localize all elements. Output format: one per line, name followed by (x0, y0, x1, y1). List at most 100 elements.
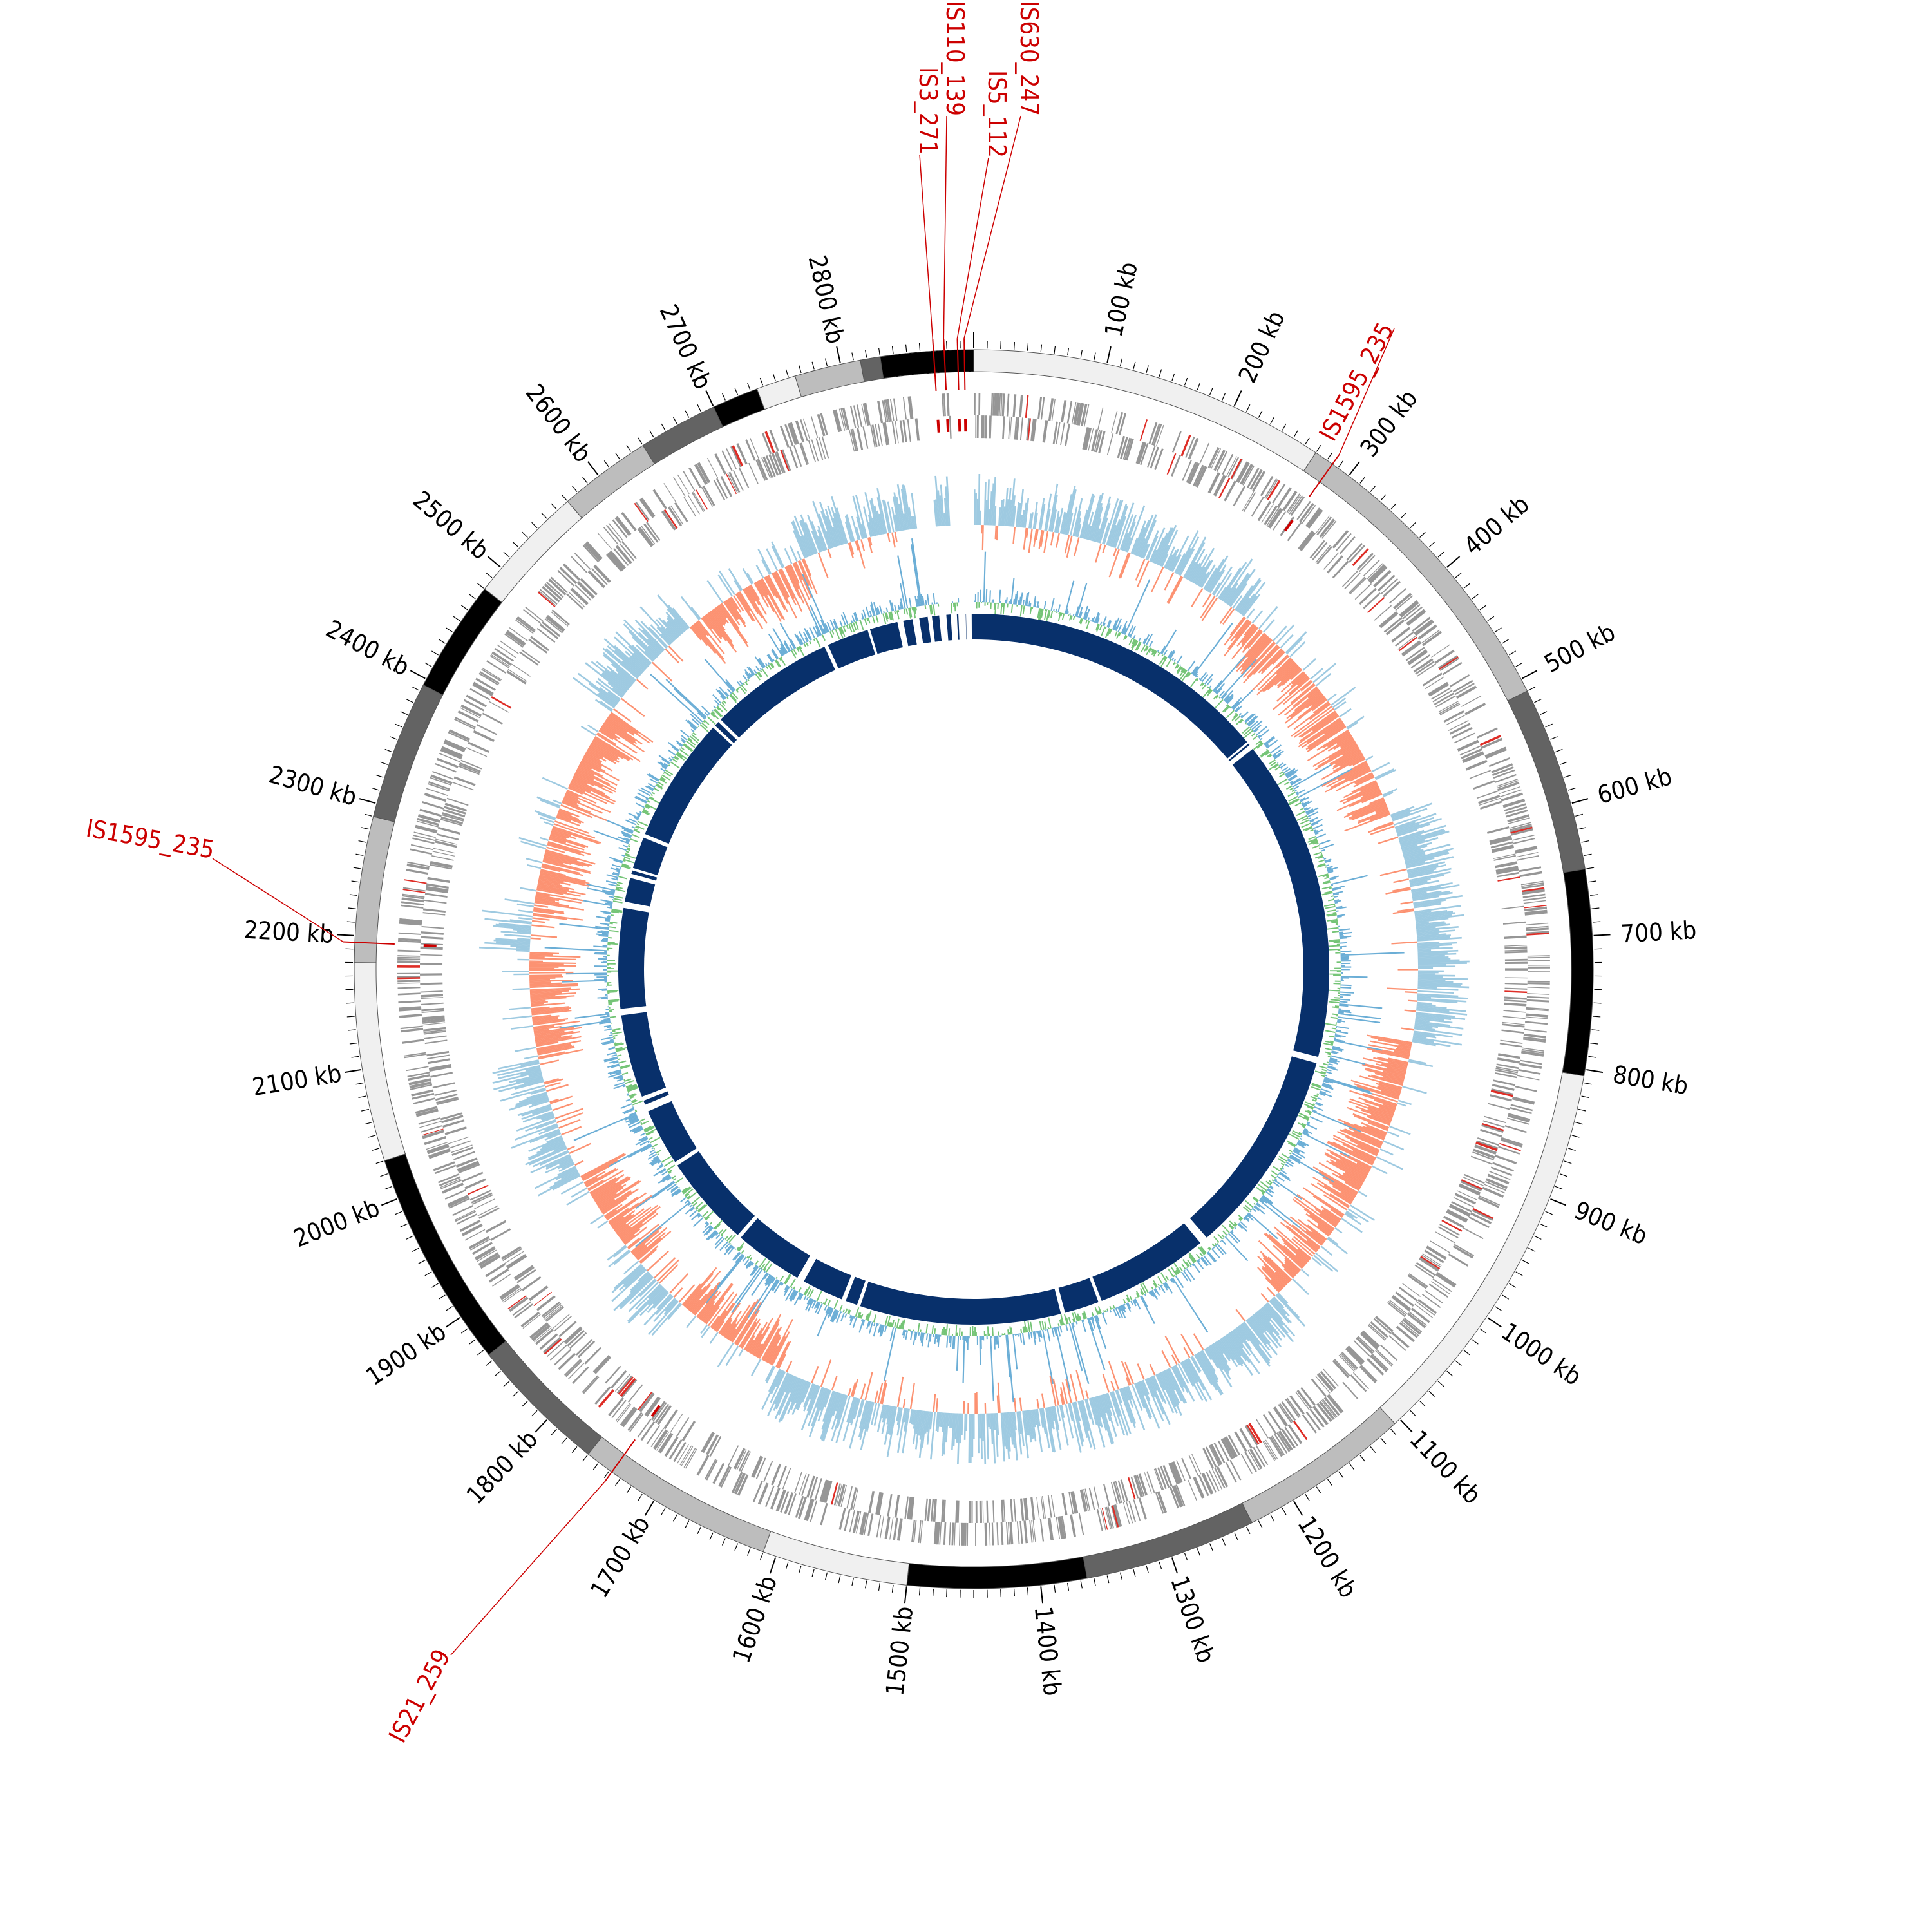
gc-skew-bar (1412, 1036, 1462, 1046)
gc-content-bar (1019, 605, 1023, 617)
gc-skew-bar (1012, 526, 1016, 544)
gc-skew-bar (1090, 502, 1103, 541)
gc-content-bar (815, 625, 821, 636)
cds-feature (884, 1516, 891, 1539)
cds-feature (1504, 968, 1528, 971)
gc-content-bar (1339, 1001, 1348, 1003)
gc-content-bar (1327, 867, 1332, 870)
gc-content-bar (1281, 1153, 1289, 1159)
gc-skew-bar (1403, 843, 1451, 858)
gc-skew-bar (1009, 478, 1016, 527)
gc-content-bar (829, 1309, 837, 1322)
cds-feature (1476, 727, 1498, 739)
gc-skew-bar (1164, 572, 1175, 591)
gc-content-bar (1030, 1321, 1033, 1332)
gc-content-bar (640, 1132, 646, 1137)
gc-skew-bar (1342, 1143, 1376, 1160)
gc-content-bar (1259, 1198, 1265, 1203)
gc-content-bar (607, 968, 614, 969)
gc-content-bar (824, 623, 830, 632)
gc-content-bar (1294, 802, 1302, 807)
gc-content-bar (1004, 1332, 1006, 1336)
gc-content-bar (804, 638, 808, 643)
gc-content-bar (798, 1292, 800, 1295)
gc-content-bar (861, 618, 864, 620)
gc-skew-bar (992, 477, 996, 526)
gc-content-bar (1122, 1298, 1126, 1304)
cds-feature (1224, 480, 1236, 502)
gc-content-bar (1240, 1221, 1247, 1228)
gc-content-bar (1289, 787, 1294, 791)
gc-content-bar (1175, 1267, 1180, 1274)
gc-skew-bar (1379, 1148, 1394, 1156)
gc-content-bar (1327, 909, 1336, 913)
gc-skew-bar (1411, 886, 1441, 893)
cds-feature (989, 1522, 991, 1546)
gc-content-bar (1334, 980, 1341, 982)
gc-content-bar (1338, 1009, 1350, 1012)
gc-content-bar (911, 607, 914, 611)
gc-content-bar (1208, 1247, 1211, 1251)
cds-feature (1461, 695, 1482, 707)
cds-feature (520, 1311, 540, 1328)
gc-content-bar (643, 809, 649, 813)
cds-feature (1307, 508, 1322, 528)
gc-skew-bar (1414, 909, 1448, 916)
cds-feature (820, 1502, 828, 1526)
gc-skew-bar (1361, 1122, 1387, 1134)
gc-content-bar (1026, 592, 1030, 607)
gc-content-bar (1329, 939, 1340, 942)
gc-skew-bar (1056, 516, 1061, 533)
gc-content-bar (805, 1298, 812, 1311)
cds-feature (1504, 961, 1528, 965)
gc-content-bar (772, 659, 775, 662)
gc-content-bar (1007, 1329, 1009, 1335)
gc-content-bar (840, 627, 846, 637)
gc-content-bar (1206, 686, 1208, 687)
gc-skew-bar (1300, 714, 1339, 742)
gc-skew-bar (1300, 681, 1313, 692)
gc-content-bar (615, 1076, 623, 1080)
gc-content-bar (1083, 1312, 1086, 1320)
gc-content-bar (605, 1008, 609, 1010)
gc-skew-bar (511, 1025, 533, 1030)
cds-feature (1242, 491, 1255, 511)
gc-content-bar (685, 1193, 690, 1197)
gc-content-bar (1191, 1264, 1195, 1267)
gc-content-bar (1186, 1268, 1195, 1280)
gc-content-bar (1239, 1217, 1243, 1220)
cds-feature (421, 1002, 444, 1005)
gc-content-bar (695, 1202, 703, 1209)
gc-content-bar (607, 1069, 621, 1074)
cds-feature (421, 925, 444, 929)
gc-content-bar (1081, 1312, 1085, 1320)
gc-skew-bar (1236, 624, 1256, 647)
gc-skew-bar (1413, 895, 1463, 904)
gc-content-bar (848, 623, 853, 633)
gc-content-bar (1260, 737, 1263, 741)
gc-content-bar (793, 649, 797, 655)
gc-content-bar (714, 1238, 725, 1249)
gc-content-bar (994, 602, 997, 614)
gc-content-bar (866, 1313, 870, 1321)
gc-content-bar (670, 1186, 679, 1193)
gc-skew-bar (1019, 1397, 1023, 1412)
gc-content-bar (1104, 627, 1107, 629)
cds-feature (1300, 532, 1316, 551)
gc-skew-bar (1056, 533, 1060, 548)
gc-content-bar (762, 1260, 770, 1271)
gc-skew-bar (1219, 567, 1242, 600)
gc-content-bar (768, 665, 772, 670)
gc-content-bar (807, 1299, 815, 1312)
gc-content-bar (1327, 1056, 1331, 1058)
gc-content-bar (764, 1273, 769, 1280)
gc-content-bar (1054, 1327, 1057, 1336)
gc-content-bar (1245, 1215, 1248, 1218)
cds-feature (974, 393, 976, 416)
gc-skew-bar (979, 510, 981, 526)
gc-content-bar (1337, 949, 1341, 951)
gc-content-bar (920, 1332, 922, 1341)
gc-skew-bar (1012, 506, 1016, 527)
gc-content-bar (1039, 608, 1043, 620)
gc-content-bar (1321, 1068, 1327, 1072)
